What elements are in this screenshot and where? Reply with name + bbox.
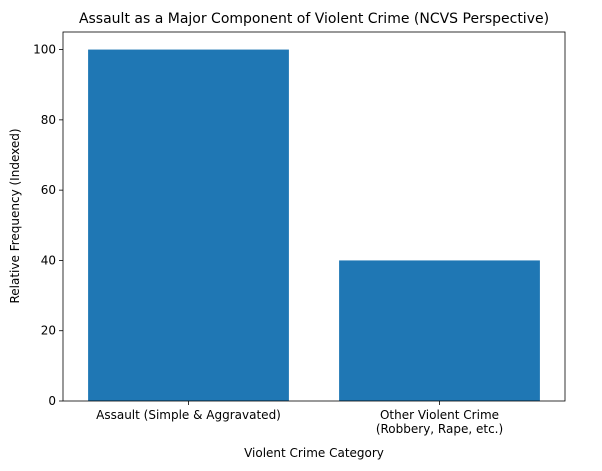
y-tick-label: 20	[41, 324, 56, 338]
y-tick-label: 0	[48, 394, 56, 408]
bar	[88, 49, 289, 401]
y-axis-label: Relative Frequency (Indexed)	[8, 128, 22, 303]
y-tick-label: 40	[41, 253, 56, 267]
y-tick-label: 60	[41, 183, 56, 197]
x-axis-label: Violent Crime Category	[244, 446, 384, 460]
y-tick-label: 80	[41, 113, 56, 127]
y-tick-label: 100	[33, 43, 56, 57]
x-tick-label: Other Violent Crime (Robbery, Rape, etc.)	[376, 408, 503, 436]
x-tick-label: Assault (Simple & Aggravated)	[96, 408, 281, 422]
chart-title: Assault as a Major Component of Violent …	[79, 11, 549, 27]
bar	[339, 260, 540, 401]
plot-frame	[62, 31, 566, 402]
